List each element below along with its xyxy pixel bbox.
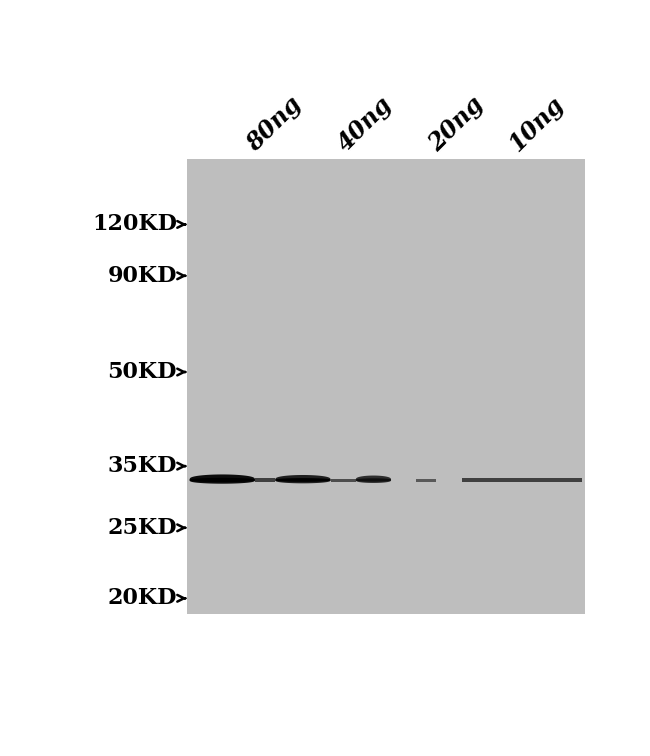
Text: 90KD: 90KD <box>108 265 177 287</box>
Polygon shape <box>190 475 255 484</box>
Polygon shape <box>275 475 331 483</box>
Text: 20ng: 20ng <box>424 92 488 156</box>
Text: 40ng: 40ng <box>333 92 397 156</box>
Text: 25KD: 25KD <box>107 517 177 539</box>
Polygon shape <box>190 478 255 482</box>
Polygon shape <box>356 479 391 482</box>
Text: 50KD: 50KD <box>108 361 177 383</box>
Polygon shape <box>275 478 331 482</box>
Text: 20KD: 20KD <box>108 587 177 609</box>
Text: 10ng: 10ng <box>504 92 569 156</box>
Text: 35KD: 35KD <box>108 455 177 477</box>
Text: 80ng: 80ng <box>242 92 307 156</box>
Polygon shape <box>356 476 391 483</box>
Bar <box>187 159 585 614</box>
Text: 120KD: 120KD <box>92 213 177 235</box>
